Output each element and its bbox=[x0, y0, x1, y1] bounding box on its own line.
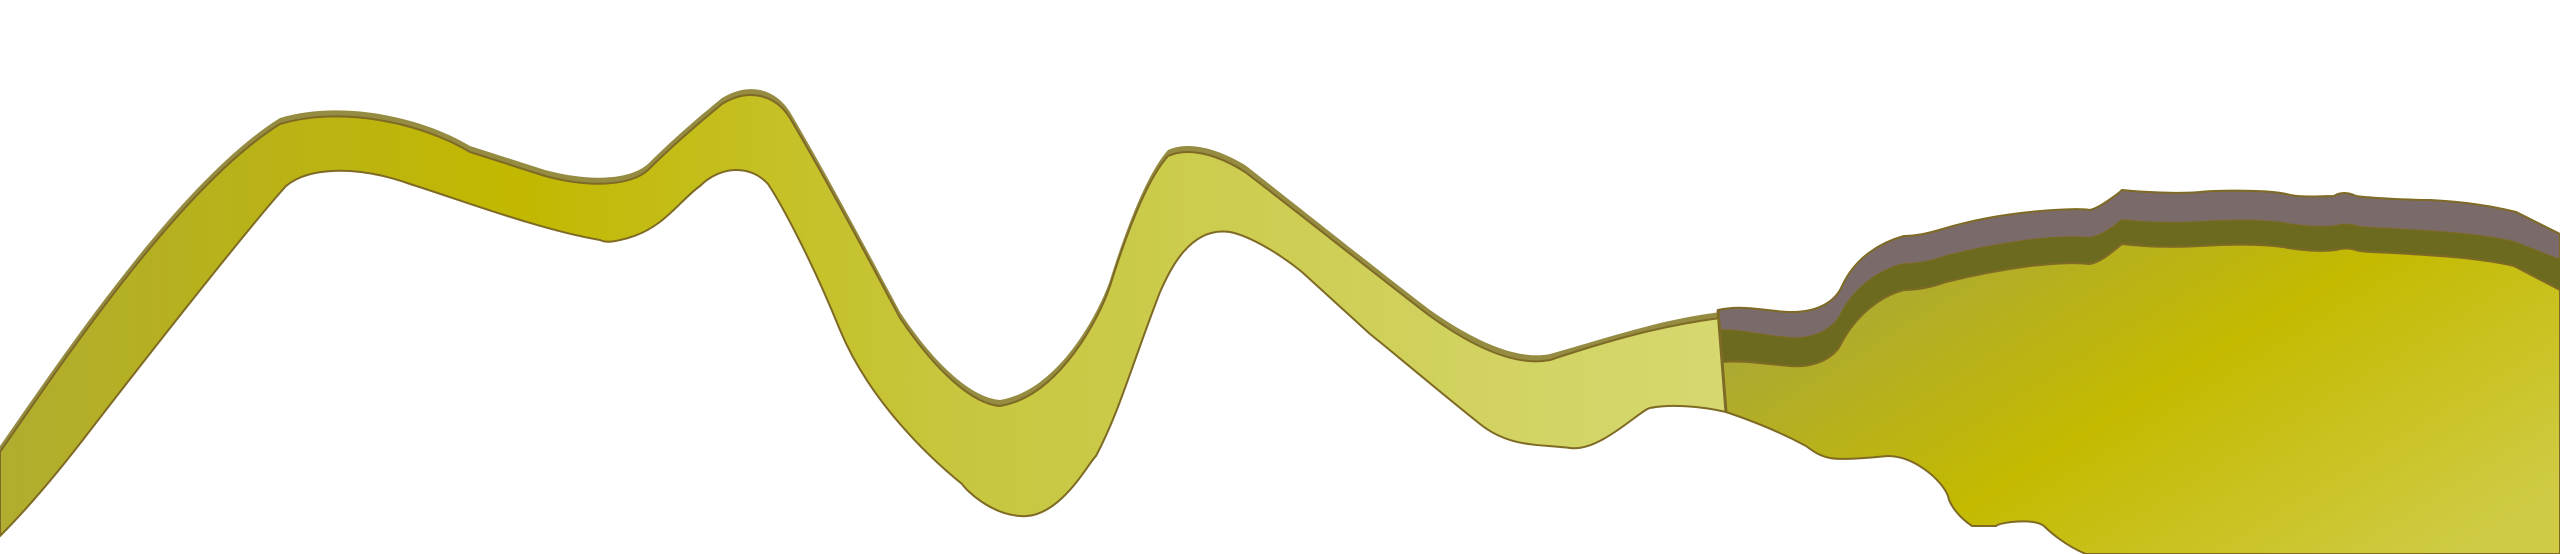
slab-face bbox=[1720, 242, 2560, 554]
main-ribbon bbox=[0, 94, 1728, 538]
ribbon-shadow bbox=[0, 89, 1720, 453]
slab-olive-band bbox=[1720, 220, 2560, 367]
ribbon-slab-seam bbox=[1716, 309, 1728, 413]
